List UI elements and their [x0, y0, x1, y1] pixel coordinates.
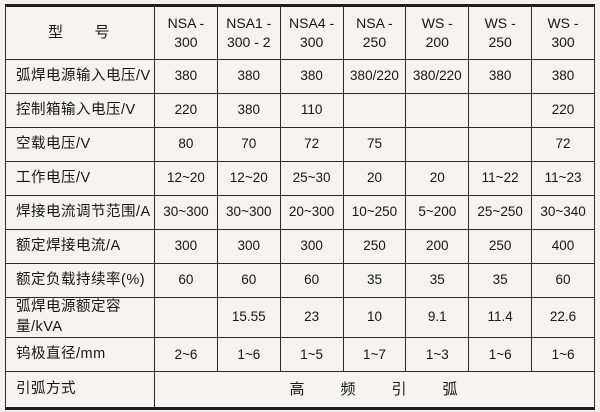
value-cell: 35: [468, 263, 533, 298]
row-rated-duty-cycle: 额定负载持续率(%) 60 60 60 35 35 35 60: [5, 263, 595, 298]
value-cell: 400: [531, 229, 595, 264]
value-cell: 380: [216, 93, 281, 128]
value-cell: [154, 296, 218, 339]
value-cell: 380/220: [405, 59, 470, 94]
value-cell: 12~20: [154, 161, 218, 196]
value-cell: 35: [342, 263, 407, 298]
row-label: 空载电压/V: [5, 127, 155, 162]
value-cell: 300: [216, 229, 281, 264]
value-cell: 250: [468, 229, 533, 264]
value-cell: 200: [405, 229, 470, 264]
value-cell: 20~300: [279, 195, 344, 230]
value-cell: 23: [279, 296, 344, 339]
value-cell: 30~300: [154, 195, 218, 230]
value-cell: 220: [531, 93, 595, 128]
column-header-nsa1-300-2: NSA1 - 300 - 2: [216, 5, 281, 60]
value-cell: 250: [342, 229, 407, 264]
value-cell: 380: [468, 59, 533, 94]
row-no-load-voltage: 空载电压/V 80 70 72 75 72: [5, 127, 595, 162]
value-cell: 10: [342, 296, 407, 339]
value-cell: 11~23: [531, 161, 595, 196]
value-cell: 11~22: [468, 161, 533, 196]
value-cell: 60: [216, 263, 281, 298]
column-header-nsa4-300: NSA4 - 300: [279, 5, 344, 60]
row-label: 钨极直径/mm: [5, 337, 155, 373]
column-header-ws-300: WS - 300: [531, 5, 595, 60]
value-cell: [342, 93, 407, 128]
value-cell: 1~5: [279, 337, 344, 373]
value-cell: 110: [279, 93, 344, 128]
value-cell: 60: [279, 263, 344, 298]
row-working-voltage: 工作电压/V 12~20 12~20 25~30 20 20 11~22 11~…: [5, 161, 595, 196]
value-cell: 380/220: [342, 59, 407, 94]
value-cell: 72: [279, 127, 344, 162]
value-cell: 30~300: [216, 195, 281, 230]
row-arc-input-voltage: 弧焊电源输入电压/V 380 380 380 380/220 380/220 3…: [5, 59, 595, 94]
value-cell: 380: [216, 59, 281, 94]
model-header-cell: 型 号: [5, 5, 155, 60]
row-label: 弧焊电源额定容量/kVA: [5, 296, 155, 339]
row-label: 工作电压/V: [5, 161, 155, 196]
welder-spec-table: 型 号 NSA - 300 NSA1 - 300 - 2 NSA4 - 300 …: [5, 4, 595, 411]
value-cell: 300: [154, 229, 218, 264]
value-cell: 5~200: [405, 195, 470, 230]
column-header-ws-250: WS - 250: [468, 5, 533, 60]
row-rated-capacity: 弧焊电源额定容量/kVA 15.55 23 10 9.1 11.4 22.6: [5, 296, 595, 339]
row-label: 额定负载持续率(%): [5, 263, 155, 298]
value-cell: 72: [531, 127, 595, 162]
value-cell: 300: [279, 229, 344, 264]
value-cell: 10~250: [342, 195, 407, 230]
value-cell: [468, 93, 533, 128]
value-cell: 35: [405, 263, 470, 298]
value-cell: 22.6: [531, 296, 595, 339]
column-header-nsa-300: NSA - 300: [154, 5, 218, 60]
value-cell: 1~6: [468, 337, 533, 373]
arc-ignition-value: 高 频 引 弧: [154, 371, 595, 410]
value-cell: [468, 127, 533, 162]
row-current-adjust-range: 焊接电流调节范围/A 30~300 30~300 20~300 10~250 5…: [5, 195, 595, 230]
value-cell: 80: [154, 127, 218, 162]
value-cell: [405, 93, 470, 128]
value-cell: 15.55: [216, 296, 281, 339]
value-cell: 60: [154, 263, 218, 298]
value-cell: 12~20: [216, 161, 281, 196]
value-cell: [405, 127, 470, 162]
row-rated-welding-current: 额定焊接电流/A 300 300 300 250 200 250 400: [5, 229, 595, 264]
value-cell: 9.1: [405, 296, 470, 339]
row-label: 弧焊电源输入电压/V: [5, 59, 155, 94]
value-cell: 20: [342, 161, 407, 196]
value-cell: 1~7: [342, 337, 407, 373]
row-tungsten-diameter: 钨极直径/mm 2~6 1~6 1~5 1~7 1~3 1~6 1~6: [5, 337, 595, 373]
value-cell: 70: [216, 127, 281, 162]
value-cell: 11.4: [468, 296, 533, 339]
value-cell: 380: [531, 59, 595, 94]
row-label: 控制箱输入电压/V: [5, 93, 155, 128]
row-label: 额定焊接电流/A: [5, 229, 155, 264]
value-cell: 25~250: [468, 195, 533, 230]
value-cell: 380: [154, 59, 218, 94]
value-cell: 20: [405, 161, 470, 196]
row-label: 焊接电流调节范围/A: [5, 195, 155, 230]
row-arc-ignition-method: 引弧方式 高 频 引 弧: [5, 371, 595, 410]
value-cell: 1~3: [405, 337, 470, 373]
value-cell: 30~340: [531, 195, 595, 230]
value-cell: 2~6: [154, 337, 218, 373]
row-label: 引弧方式: [5, 371, 155, 410]
value-cell: 1~6: [531, 337, 595, 373]
value-cell: 60: [531, 263, 595, 298]
value-cell: 380: [279, 59, 344, 94]
value-cell: 25~30: [279, 161, 344, 196]
header-row: 型 号 NSA - 300 NSA1 - 300 - 2 NSA4 - 300 …: [5, 5, 595, 60]
row-control-box-voltage: 控制箱输入电压/V 220 380 110 220: [5, 93, 595, 128]
column-header-nsa-250: NSA - 250: [342, 5, 407, 60]
value-cell: 220: [154, 93, 218, 128]
value-cell: 1~6: [216, 337, 281, 373]
value-cell: 75: [342, 127, 407, 162]
column-header-ws-200: WS - 200: [405, 5, 470, 60]
